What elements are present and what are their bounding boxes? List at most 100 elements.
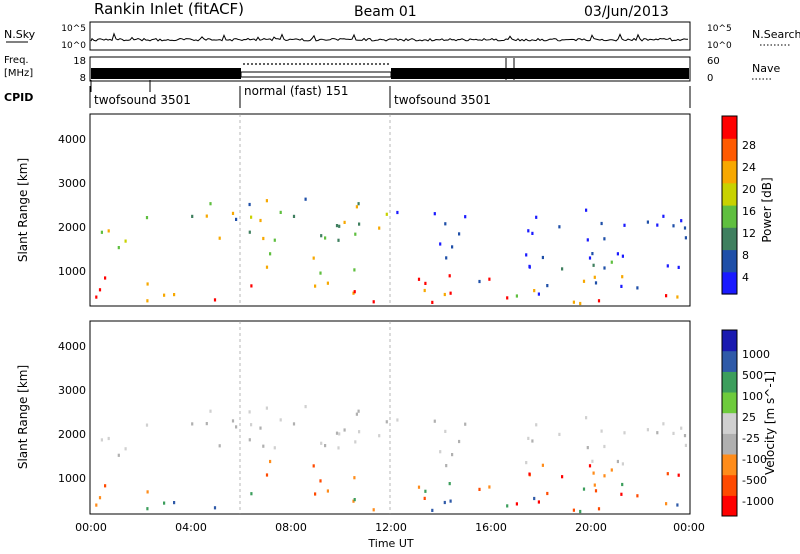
velocity-cell-61 (292, 422, 296, 426)
power-cell-90 (396, 210, 399, 215)
beam-label: Beam 01 (354, 4, 417, 20)
power-cell-53 (265, 199, 268, 203)
velocity-cell-10 (597, 507, 601, 511)
velocity-cell-96 (464, 422, 467, 426)
velocity-cell-15 (579, 509, 582, 514)
power-colorbar-segment-3 (722, 205, 737, 228)
velocity-cell-106 (646, 428, 649, 432)
power-cbar-tick-20: 20 (742, 183, 756, 196)
velocity-cell-35 (191, 422, 194, 426)
velocity-cell-56 (357, 409, 360, 413)
velocity-cell-38 (337, 446, 340, 450)
power-ylabel: Slant Range [km] (16, 158, 30, 262)
xtick-16-00: 16:00 (475, 521, 507, 534)
vel-cbar-tick-neg25: -25 (742, 432, 760, 445)
velocity-cell-0 (146, 507, 149, 511)
power-cell-52 (385, 212, 388, 216)
velocity-cell-29 (417, 485, 421, 489)
velocity-cell-63 (209, 409, 212, 413)
power-colorbar-frame (721, 115, 738, 295)
velocity-cell-67 (312, 464, 315, 468)
velocity-cell-4 (163, 501, 166, 505)
power-cell-80 (541, 255, 544, 260)
velocity-cell-110 (603, 444, 606, 449)
power-cbar-tick-8: 8 (742, 249, 749, 262)
velocity-cell-74 (588, 464, 592, 468)
power-cell-59 (355, 205, 358, 209)
velocity-cell-23 (146, 490, 149, 494)
power-cell-60 (248, 202, 251, 207)
power-cell-46 (324, 236, 327, 240)
velocity-cell-49 (262, 444, 265, 448)
freq-band-segment-1 (91, 68, 241, 79)
power-cell-23 (146, 282, 149, 286)
power-cell-12 (572, 300, 575, 304)
velocity-cell-2 (448, 482, 451, 486)
power-cell-108 (525, 253, 528, 257)
power-colorbar-segment-2 (722, 227, 737, 251)
velocity-cell-52 (385, 420, 388, 424)
velocity-cell-28 (621, 482, 624, 487)
velocity-cell-46 (324, 444, 327, 448)
power-cell-14 (352, 291, 355, 295)
power-cell-10 (597, 299, 601, 303)
velocity-cell-113 (684, 443, 687, 447)
velocity-cell-41 (124, 447, 127, 451)
power-cell-88 (656, 223, 659, 227)
power-cell-102 (458, 232, 461, 236)
power-cell-45 (145, 216, 149, 220)
velocity-cell-19 (104, 484, 107, 488)
power-cell-78 (666, 264, 669, 268)
power-cell-98 (558, 225, 561, 229)
power-colorbar-segment-4 (722, 182, 737, 206)
velocity-colorbar-segment-2 (722, 454, 737, 476)
velocity-cell-6 (676, 503, 679, 507)
vel-cbar-tick-25: 25 (742, 411, 756, 424)
vel-cbar-tick-neg500: -500 (742, 474, 767, 487)
velocity-cell-71 (636, 494, 639, 498)
power-cell-29 (417, 277, 421, 281)
power-cbar-tick-24: 24 (742, 161, 756, 174)
freq-band-segment-3 (391, 68, 689, 79)
velocity-colorbar-ticks: 1000 500 100 25 -25 -100 -500 -1000 (742, 348, 774, 508)
velocity-cell-83 (561, 475, 564, 479)
power-cell-43 (335, 224, 339, 228)
power-cell-38 (337, 238, 340, 242)
velocity-colorbar-segment-0 (722, 495, 737, 517)
power-cell-17 (250, 284, 253, 288)
noise-trace (90, 32, 689, 42)
power-ytick-2000: 2000 (58, 221, 86, 234)
freq-ytick-bottom: 8 (80, 73, 86, 84)
velocity-colorbar-segment-7 (722, 350, 737, 372)
power-cell-4 (163, 293, 166, 297)
velocity-colorbar-segment-5 (722, 392, 737, 414)
velocity-colorbar-segment-4 (722, 412, 737, 434)
power-cell-85 (515, 294, 518, 298)
velocity-cell-13 (449, 499, 452, 503)
vel-cbar-tick-100: 100 (742, 390, 763, 403)
power-cell-2 (448, 274, 451, 278)
power-cell-67 (312, 256, 315, 260)
velocity-cell-73 (478, 487, 481, 491)
velocity-cell-70 (592, 471, 595, 475)
velocity-ytick-3000: 3000 (58, 384, 86, 397)
power-cell-31 (213, 298, 217, 302)
power-cell-50 (358, 222, 361, 226)
power-cell-65 (319, 271, 322, 275)
power-cell-54 (205, 214, 208, 218)
power-cell-36 (218, 236, 221, 240)
power-cell-5 (423, 288, 426, 293)
velocity-cell-114 (600, 429, 603, 433)
power-cell-81 (537, 292, 540, 296)
velocity-cell-100 (535, 423, 538, 427)
power-cell-66 (353, 268, 356, 272)
velocity-cell-104 (672, 431, 675, 435)
power-cell-79 (620, 284, 623, 288)
power-cell-100 (535, 215, 538, 219)
velocity-cell-101 (616, 459, 619, 464)
power-cell-94 (451, 245, 454, 249)
velocity-cell-58 (304, 405, 307, 409)
velocity-cell-66 (353, 476, 356, 480)
power-yaxis: 1000 2000 3000 4000 (58, 133, 86, 278)
velocity-xaxis: 00:00 04:00 08:00 12:00 16:00 20:00 00:0… (75, 521, 705, 534)
